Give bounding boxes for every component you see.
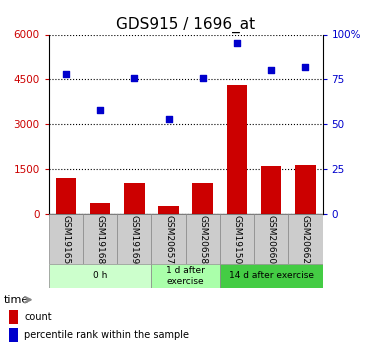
Text: count: count — [24, 312, 52, 322]
Bar — [56, 178, 76, 214]
Bar — [152, 214, 186, 264]
Bar — [295, 166, 316, 214]
Text: GSM20662: GSM20662 — [301, 215, 310, 264]
Bar — [158, 206, 179, 214]
Bar — [152, 264, 220, 288]
Bar — [220, 214, 254, 264]
Bar — [254, 214, 288, 264]
Point — [165, 116, 171, 121]
Bar — [226, 85, 247, 214]
Bar — [220, 264, 322, 288]
Point — [268, 68, 274, 73]
Text: GSM19168: GSM19168 — [96, 215, 105, 265]
Text: percentile rank within the sample: percentile rank within the sample — [24, 331, 189, 340]
Bar — [124, 183, 145, 214]
Bar — [261, 166, 281, 214]
Point — [63, 71, 69, 77]
Text: GSM19150: GSM19150 — [232, 215, 242, 265]
Bar — [90, 203, 110, 214]
Bar — [192, 183, 213, 214]
Bar — [117, 214, 152, 264]
Text: GSM20657: GSM20657 — [164, 215, 173, 265]
Text: GSM20658: GSM20658 — [198, 215, 207, 265]
Bar — [83, 214, 117, 264]
Bar — [9, 310, 18, 324]
Point — [131, 75, 137, 80]
Bar — [9, 328, 18, 342]
Bar — [49, 264, 152, 288]
Point — [302, 64, 308, 70]
Point — [97, 107, 103, 112]
Bar — [186, 214, 220, 264]
Text: time: time — [4, 295, 29, 305]
Text: GSM20660: GSM20660 — [267, 215, 276, 265]
Text: 1 d after
exercise: 1 d after exercise — [166, 266, 205, 286]
Text: GSM19169: GSM19169 — [130, 215, 139, 265]
Title: GDS915 / 1696_at: GDS915 / 1696_at — [116, 17, 255, 33]
Text: GSM19165: GSM19165 — [62, 215, 70, 265]
Text: 0 h: 0 h — [93, 272, 107, 280]
Bar — [49, 214, 83, 264]
Text: 14 d after exercise: 14 d after exercise — [229, 272, 314, 280]
Bar — [288, 214, 322, 264]
Point — [234, 41, 240, 46]
Point — [200, 75, 206, 80]
